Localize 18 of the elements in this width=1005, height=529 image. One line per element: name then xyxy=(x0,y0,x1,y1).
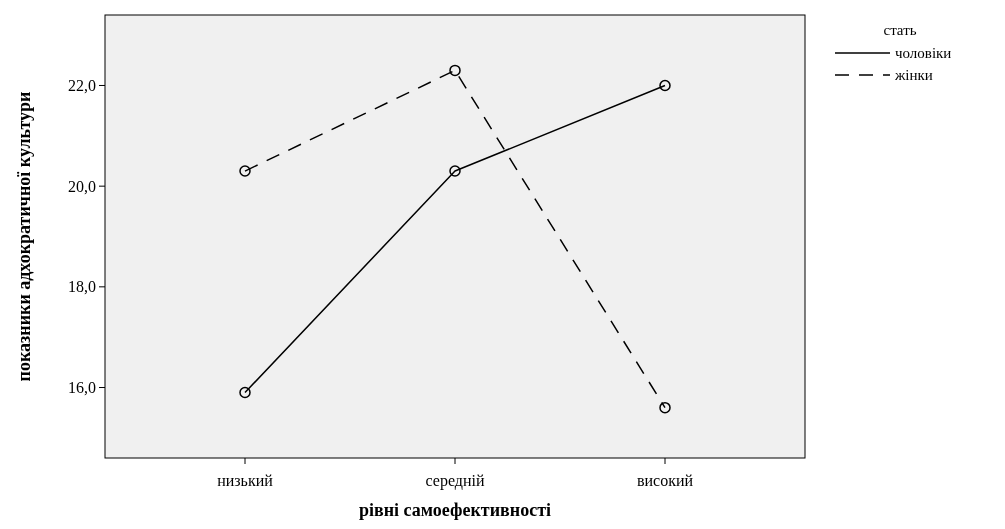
point xyxy=(659,79,671,92)
x-tick-label: високий xyxy=(636,472,694,489)
legend-label: жінки xyxy=(894,67,933,84)
point xyxy=(449,165,461,177)
legend-title: стать xyxy=(883,22,917,38)
point xyxy=(239,165,251,177)
y-axis-title: показники адхократичної культури xyxy=(14,91,34,382)
y-tick-label: 18,0 xyxy=(68,278,96,296)
x-tick-label: низький xyxy=(217,472,274,489)
x-axis-title: рівні самоефективності xyxy=(359,500,551,520)
legend-label: чоловіки xyxy=(895,45,952,62)
x-tick-label: середній xyxy=(425,472,485,490)
point xyxy=(239,386,251,399)
point xyxy=(659,401,671,414)
y-tick-label: 22,0 xyxy=(68,77,96,95)
point xyxy=(449,64,461,77)
y-tick-label: 20,0 xyxy=(68,177,96,195)
y-tick-label: 16,0 xyxy=(68,379,96,397)
